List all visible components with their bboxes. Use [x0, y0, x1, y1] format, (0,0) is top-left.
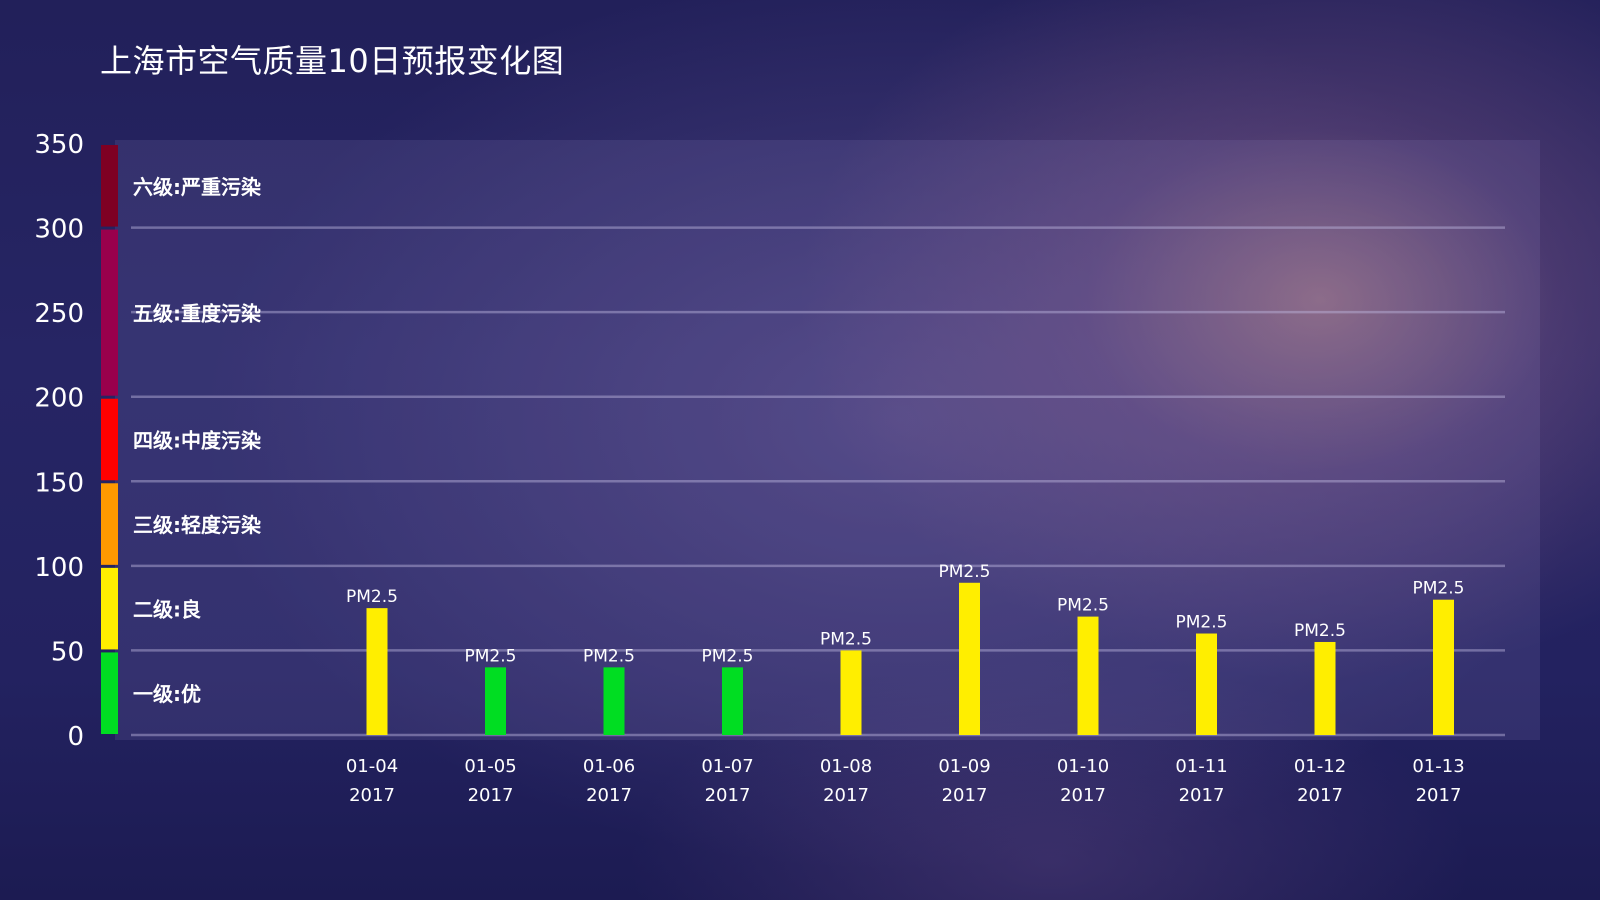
y-tick-label: 150 [34, 468, 84, 498]
bar [1314, 641, 1336, 735]
bar-label: PM2.5 [1176, 613, 1228, 633]
bar-label: PM2.5 [939, 562, 991, 582]
level-label: 五级:重度污染 [133, 302, 262, 326]
x-tick-year: 2017 [942, 785, 988, 806]
bar [1196, 633, 1217, 735]
bar-label: PM2.5 [1413, 579, 1465, 599]
x-tick-year: 2017 [349, 785, 395, 806]
y-tick-label: 200 [34, 384, 84, 414]
x-tick-date: 01-08 [820, 756, 872, 777]
bar [959, 582, 980, 735]
x-tick-year: 2017 [586, 785, 632, 806]
y-axis: 0 50 100 150 200 250 300 350 [34, 130, 84, 752]
y-tick-label: 300 [34, 215, 84, 245]
page-title: 上海市空气质量10日预报变化图 [100, 42, 565, 80]
bar [603, 667, 625, 735]
level-band [101, 229, 118, 396]
bar [1077, 616, 1099, 735]
x-tick-year: 2017 [1297, 785, 1343, 806]
level-label: 一级:优 [133, 682, 201, 706]
x-tick-date: 01-04 [346, 756, 398, 777]
x-tick-date: 01-12 [1294, 756, 1346, 777]
level-label: 三级:轻度污染 [133, 513, 262, 537]
bar [366, 608, 388, 735]
bar [840, 650, 862, 735]
bar-label: PM2.5 [465, 646, 517, 666]
x-tick-date: 01-10 [1057, 756, 1109, 777]
bars: PM2.5 PM2.5 PM2.5 PM2.5 PM2.5 PM2.5 PM2.5 PM2.5… [346, 562, 1464, 735]
x-tick-date: 01-09 [938, 756, 990, 777]
x-tick-year: 2017 [823, 785, 869, 806]
level-band [101, 145, 118, 227]
x-tick-year: 2017 [468, 785, 514, 806]
level-band [101, 567, 118, 650]
x-tick-date: 01-13 [1412, 756, 1464, 777]
x-tick-year: 2017 [705, 785, 751, 806]
bar-label: PM2.5 [820, 629, 872, 649]
bar-label: PM2.5 [346, 587, 398, 607]
x-tick-date: 01-06 [583, 756, 635, 777]
x-tick-date: 01-07 [701, 756, 753, 777]
bar [1433, 599, 1454, 735]
bar-label: PM2.5 [1057, 596, 1109, 616]
x-axis: 01-04 2017 01-05 2017 01-06 2017 01-07 2017 01-0… [346, 756, 1465, 806]
level-band [101, 398, 118, 481]
x-tick-year: 2017 [1179, 785, 1225, 806]
x-tick-date: 01-11 [1175, 756, 1227, 777]
y-tick-label: 0 [67, 722, 84, 752]
level-label: 六级:严重污染 [133, 175, 262, 199]
x-tick-year: 2017 [1416, 785, 1462, 806]
bar-label: PM2.5 [583, 646, 635, 666]
bar [722, 667, 743, 735]
grid-lines [131, 226, 1505, 737]
chart-panel [115, 140, 1540, 740]
level-band [101, 652, 118, 734]
level-band [101, 483, 118, 565]
level-label: 二级:良 [133, 598, 201, 622]
bar [485, 667, 506, 735]
y-tick-label: 100 [34, 553, 84, 583]
level-label: 四级:中度污染 [133, 429, 262, 453]
bar-label: PM2.5 [702, 646, 754, 666]
y-tick-label: 50 [51, 637, 84, 667]
x-tick-date: 01-05 [464, 756, 516, 777]
x-tick-year: 2017 [1060, 785, 1106, 806]
y-tick-label: 250 [34, 299, 84, 329]
y-tick-label: 350 [34, 130, 84, 160]
bar-label: PM2.5 [1294, 621, 1346, 641]
